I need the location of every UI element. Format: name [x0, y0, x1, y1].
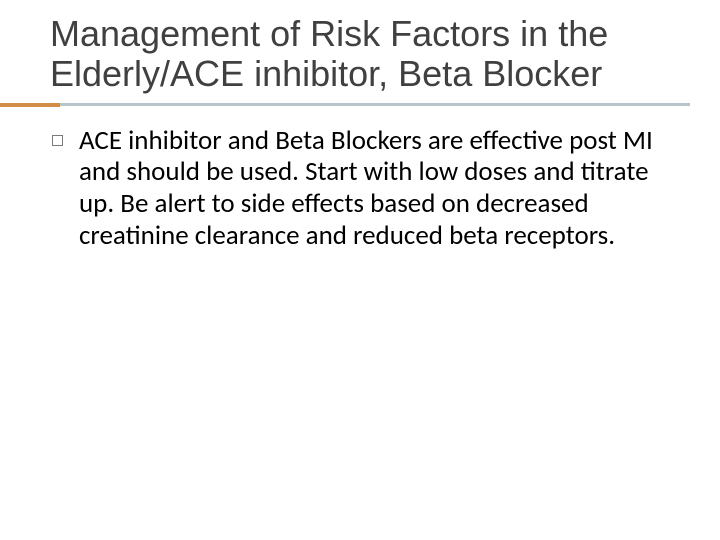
list-item: ACE inhibitor and Beta Blockers are effe… — [50, 125, 680, 252]
slide-body: ACE inhibitor and Beta Blockers are effe… — [50, 125, 690, 252]
title-divider — [50, 103, 690, 107]
slide: Management of Risk Factors in the Elderl… — [0, 0, 720, 540]
title-divider-main — [60, 103, 690, 106]
slide-title: Management of Risk Factors in the Elderl… — [50, 14, 690, 95]
bullet-text: ACE inhibitor and Beta Blockers are effe… — [79, 125, 680, 252]
square-bullet-icon — [52, 135, 63, 146]
title-divider-accent — [0, 103, 60, 107]
